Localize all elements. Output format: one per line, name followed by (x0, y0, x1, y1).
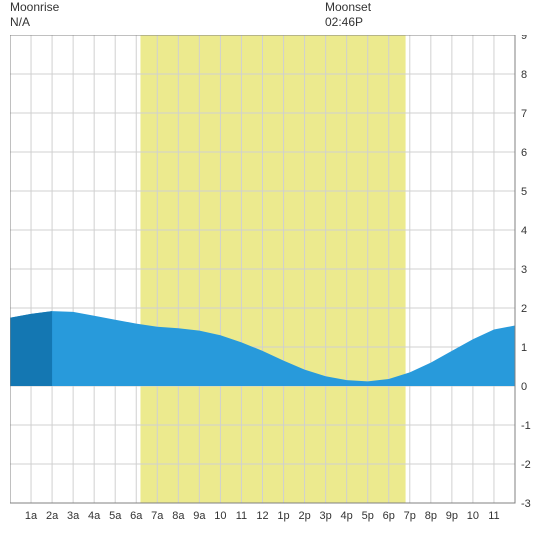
y-tick-label: 5 (521, 186, 527, 198)
x-tick-label: 2a (46, 510, 59, 522)
x-tick-label: 8p (425, 510, 437, 522)
y-tick-label: 0 (521, 381, 527, 393)
x-tick-label: 10 (467, 510, 479, 522)
x-tick-label: 6a (130, 510, 143, 522)
x-tick-label: 9p (446, 510, 458, 522)
x-tick-label: 10 (214, 510, 226, 522)
x-tick-label: 11 (488, 510, 499, 522)
y-tick-label: -1 (521, 420, 531, 432)
y-tick-label: 4 (521, 225, 527, 237)
tide-chart: -3-2-101234567891a2a3a4a5a6a7a8a9a101112… (10, 35, 540, 535)
y-tick-label: 6 (521, 147, 527, 159)
x-tick-label: 6p (383, 510, 395, 522)
x-tick-label: 11 (236, 510, 247, 522)
x-tick-label: 2p (298, 510, 310, 522)
moonrise-value: N/A (10, 15, 59, 30)
x-tick-label: 7a (151, 510, 164, 522)
y-tick-label: -2 (521, 459, 531, 471)
y-tick-label: 3 (521, 264, 527, 276)
moonrise-block: Moonrise N/A (10, 0, 59, 30)
x-tick-label: 9a (193, 510, 206, 522)
moonset-value: 02:46P (325, 15, 371, 30)
x-tick-label: 1p (277, 510, 289, 522)
y-tick-label: 7 (521, 108, 527, 120)
moonrise-label: Moonrise (10, 0, 59, 15)
y-tick-label: -3 (521, 498, 531, 510)
tide-area-night (10, 311, 52, 386)
x-tick-label: 5a (109, 510, 122, 522)
x-tick-label: 3p (320, 510, 332, 522)
moonset-label: Moonset (325, 0, 371, 15)
x-tick-label: 4p (341, 510, 353, 522)
x-tick-label: 8a (172, 510, 185, 522)
x-tick-label: 4a (88, 510, 101, 522)
x-tick-label: 12 (256, 510, 268, 522)
tide-chart-container: Moonrise N/A Moonset 02:46P -3-2-1012345… (0, 0, 550, 550)
x-tick-label: 7p (404, 510, 416, 522)
y-tick-label: 9 (521, 35, 527, 42)
x-tick-label: 3a (67, 510, 80, 522)
y-tick-label: 1 (521, 342, 527, 354)
moonset-block: Moonset 02:46P (325, 0, 371, 30)
y-tick-label: 8 (521, 69, 527, 81)
x-tick-label: 5p (362, 510, 374, 522)
y-tick-label: 2 (521, 303, 527, 315)
x-tick-label: 1a (25, 510, 38, 522)
